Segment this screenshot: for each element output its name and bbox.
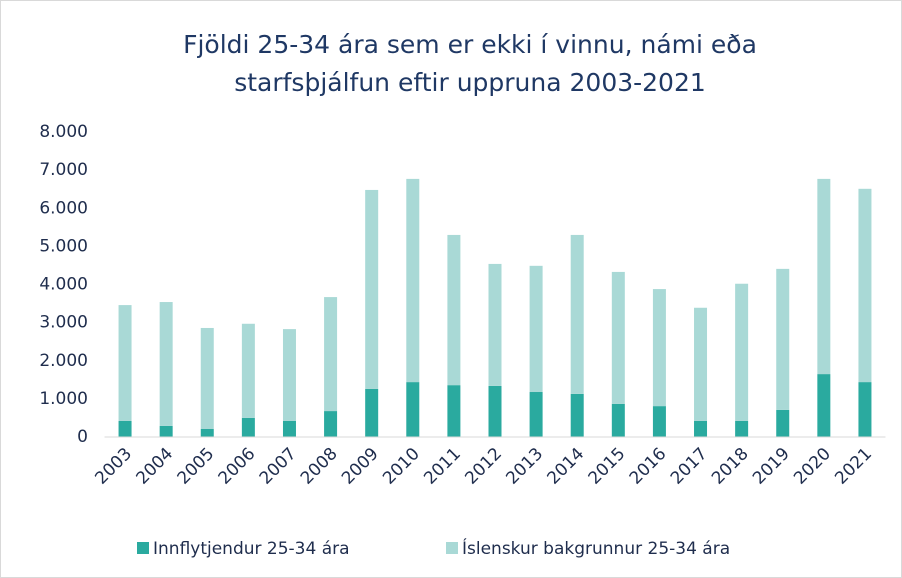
legend-swatch — [137, 542, 149, 554]
y-tick-label: 3.000 — [39, 313, 88, 333]
chart-title: Fjöldi 25-34 ára sem er ekki í vinnu, ná… — [183, 30, 757, 59]
bar-segment — [406, 178, 420, 383]
bar-segment — [735, 283, 749, 421]
bar-segment — [735, 420, 749, 437]
bar-segment — [611, 403, 625, 437]
bar-segment — [570, 393, 584, 437]
bar-segment — [241, 323, 255, 418]
y-tick-label: 5.000 — [39, 236, 88, 256]
y-tick-label: 0 — [77, 427, 88, 447]
y-tick-label: 4.000 — [39, 275, 88, 295]
bar-segment — [447, 385, 461, 437]
bar-segment — [159, 425, 173, 437]
y-tick-label: 2.000 — [39, 351, 88, 371]
bar-segment — [200, 428, 214, 437]
bar-segment — [200, 327, 214, 429]
bar-segment — [529, 265, 543, 393]
bar-segment — [282, 420, 296, 437]
legend-label: Íslenskur bakgrunnur 25-34 ára — [462, 537, 730, 559]
bar-segment — [611, 271, 625, 404]
bar-segment — [817, 178, 831, 375]
y-tick-label: 6.000 — [39, 198, 88, 218]
bar-segment — [447, 234, 461, 386]
legend-label: Innflytjendur 25-34 ára — [153, 539, 350, 559]
bar-segment — [488, 263, 502, 386]
bar-segment — [570, 234, 584, 394]
bar-segment — [324, 297, 338, 412]
bar-segment — [776, 268, 790, 410]
bar-segment — [118, 305, 132, 421]
bar-segment — [652, 289, 666, 407]
bar-segment — [365, 189, 379, 389]
legend-swatch — [446, 542, 458, 554]
bar-segment — [694, 307, 708, 421]
bar-segment — [652, 406, 666, 437]
y-tick-label: 8.000 — [39, 122, 88, 142]
chart-title: starfsþjálfun eftir uppruna 2003-2021 — [234, 68, 706, 97]
bar-segment — [529, 392, 543, 437]
bar-segment — [694, 420, 708, 437]
y-tick-label: 1.000 — [39, 389, 88, 409]
bar-segment — [365, 388, 379, 437]
bar-segment — [241, 417, 255, 437]
bar-segment — [858, 382, 872, 437]
bar-segment — [406, 382, 420, 437]
bar-segment — [282, 329, 296, 421]
bar-segment — [488, 385, 502, 437]
bar-segment — [324, 411, 338, 437]
bar-segment — [118, 420, 132, 437]
bar-segment — [817, 374, 831, 437]
y-tick-label: 7.000 — [39, 160, 88, 180]
bar-segment — [858, 188, 872, 383]
bar-segment — [776, 409, 790, 437]
bar-segment — [159, 302, 173, 426]
